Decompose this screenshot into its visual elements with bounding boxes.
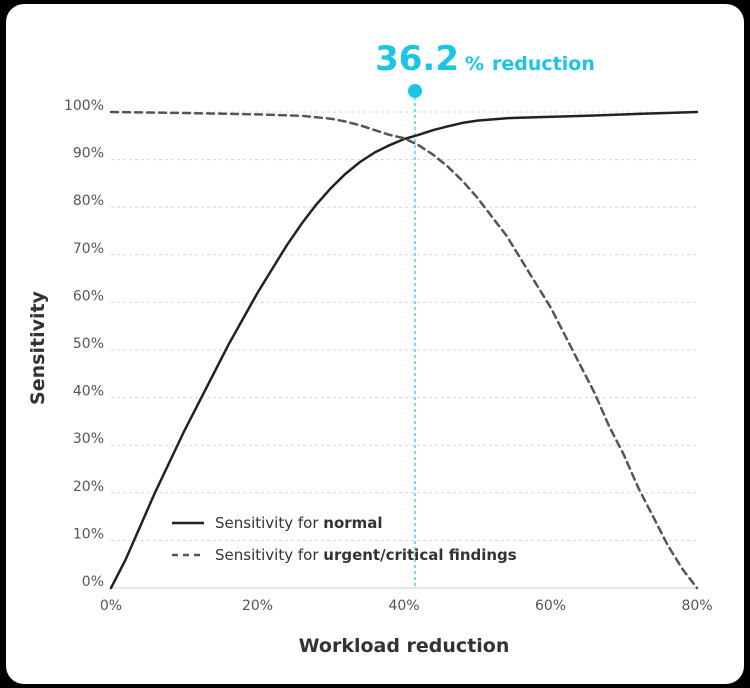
x-tick-label: 0%	[100, 598, 122, 614]
y-tick-label: 100%	[64, 98, 104, 114]
annotation-label: 36.2% reduction	[375, 39, 595, 79]
legend-label-urgent-prefix: Sensitivity for	[215, 546, 323, 564]
y-tick-labels: 0% 10% 20% 30% 40% 50% 60% 70% 80% 90% 100%	[64, 98, 104, 590]
x-tick-label: 20%	[242, 598, 273, 614]
chart-card	[6, 4, 744, 684]
y-tick-label: 10%	[73, 526, 104, 542]
y-tick-label: 40%	[73, 384, 104, 400]
legend-label-normal-prefix: Sensitivity for	[215, 514, 323, 532]
annotation-group: 36.2% reduction	[375, 39, 595, 588]
legend-label-normal-bold: normal	[323, 514, 382, 532]
grid-lines	[111, 111, 697, 541]
y-tick-label: 30%	[73, 431, 104, 447]
y-tick-label: 60%	[73, 288, 104, 304]
y-tick-label: 70%	[73, 241, 104, 257]
annotation-marker	[407, 84, 422, 98]
annotation-text: reduction	[492, 53, 595, 75]
series-line-normal	[109, 110, 699, 590]
x-axis-title: Workload reduction	[299, 635, 510, 657]
x-tick-label: 80%	[681, 598, 712, 614]
legend: Sensitivity for normal Sensitivity for u…	[172, 514, 517, 564]
x-tick-labels: 0% 20% 40% 60% 80%	[100, 598, 713, 614]
legend-label-urgent-bold: urgent/critical findings	[323, 546, 517, 564]
y-axis-title: Sensitivity	[27, 290, 49, 404]
y-tick-label: 20%	[73, 479, 104, 495]
legend-label-normal: Sensitivity for normal	[215, 514, 383, 532]
y-tick-label: 50%	[73, 336, 104, 352]
y-tick-label: 90%	[73, 146, 104, 162]
series-line-urgent	[109, 110, 699, 590]
annotation-unit: %	[465, 53, 484, 75]
x-tick-label: 60%	[535, 598, 566, 614]
series-lines	[109, 110, 699, 590]
y-tick-label: 80%	[73, 193, 104, 209]
legend-label-urgent: Sensitivity for urgent/critical findings	[215, 546, 517, 564]
x-tick-label: 40%	[388, 598, 419, 614]
annotation-value: 36.2	[375, 39, 459, 79]
y-tick-label: 0%	[82, 574, 104, 590]
